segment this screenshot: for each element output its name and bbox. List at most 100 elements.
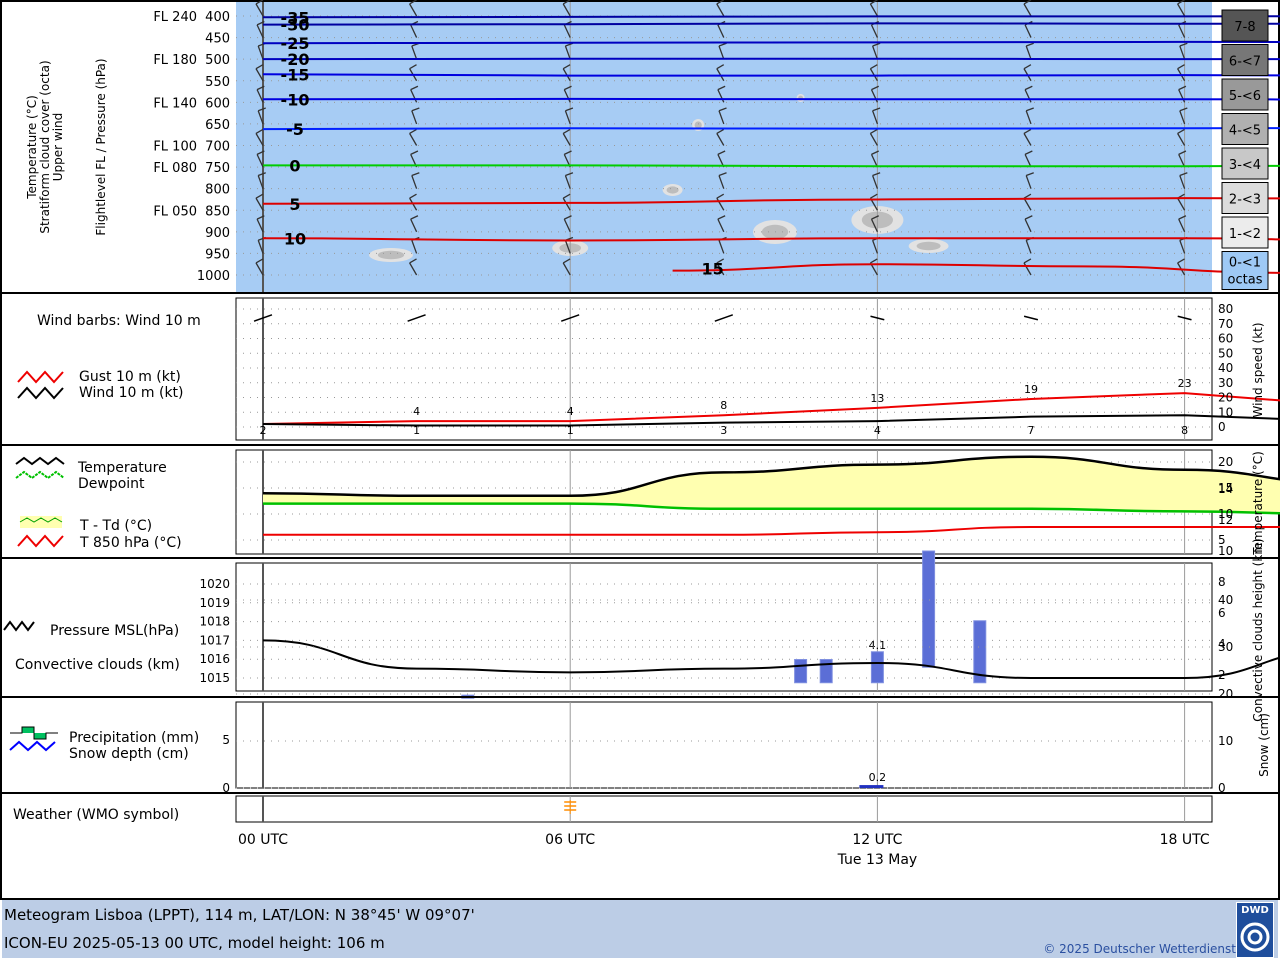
wind-barb-flag	[255, 193, 264, 199]
wind-barb	[1177, 133, 1186, 146]
wind-barb-flag	[870, 193, 878, 199]
wind-barb-flag	[1178, 150, 1187, 155]
cloud-scale-label: 4-<5	[1229, 124, 1261, 139]
wind-barb-flag	[718, 107, 727, 112]
convective-cloud-bar	[819, 659, 833, 684]
wind-barb	[563, 218, 571, 233]
wind-barb	[716, 262, 725, 276]
wind-barb-flag	[1177, 64, 1185, 70]
cloud-scale-label: 0-<1	[1229, 256, 1261, 271]
wind-barb-flag	[716, 258, 725, 264]
temperature-legend-label: Temperature	[77, 460, 167, 476]
isotherm-line	[263, 164, 1280, 168]
meteogram-title: Meteogram Lisboa (LPPT), 114 m, LAT/LON:…	[4, 906, 475, 924]
temperature-plot	[262, 455, 1280, 536]
pressure-label: 800	[205, 183, 230, 198]
wind-barb	[257, 110, 264, 125]
wind-barb-flag	[1179, 42, 1188, 47]
wind-barb-flag	[871, 215, 880, 220]
isotherm-label: -30	[281, 16, 310, 35]
wind-barb	[1179, 175, 1186, 189]
wind-barb-flag	[256, 20, 265, 26]
wind-barb-flag	[257, 172, 266, 177]
wind-barb	[1179, 240, 1186, 254]
tdiff-area	[263, 456, 1280, 514]
wind-barb	[255, 133, 264, 146]
wind-barb	[563, 24, 571, 38]
pressure-y-tick: 1015	[199, 671, 230, 685]
wind-barb-flag	[1024, 85, 1033, 91]
wind-barb	[716, 3, 725, 17]
wind-barb-10m	[1177, 315, 1192, 321]
wind-barb	[1177, 3, 1186, 17]
dewpoint-legend-label: Dewpoint	[78, 476, 145, 492]
wind-barb	[1179, 45, 1186, 60]
wind-barb-flag	[1023, 193, 1032, 199]
gust-value-label: 19	[1024, 383, 1038, 396]
snow-legend-swatch	[9, 740, 56, 752]
dwd-logo[interactable]: DWD	[1236, 902, 1274, 958]
temperature-y-tick: 15	[1218, 481, 1233, 495]
wind-barb	[562, 197, 571, 211]
wind-barb-flag	[718, 42, 727, 47]
wind-barbs-title: Wind barbs: Wind 10 m	[37, 313, 201, 329]
temperature-ylabel: Temperature (°C)	[1251, 451, 1265, 556]
wind-barb-flag	[872, 42, 881, 47]
wind-barb	[869, 3, 878, 17]
wind-barb	[1023, 3, 1032, 17]
wind-value-label: 1	[567, 424, 574, 437]
wind-barb	[411, 45, 418, 60]
wind-barb-flag	[255, 128, 264, 134]
convective-y-tick: 10	[1218, 544, 1233, 558]
precipitation-panel: 0.2 Precipitation (mm) Snow depth (cm) 0…	[9, 593, 1271, 795]
wind-barb	[257, 175, 264, 189]
precipitation-plot: 0.2	[859, 771, 886, 789]
gust-line	[262, 392, 1280, 426]
wind-barb	[1025, 240, 1032, 254]
dwd-logo-text: DWD	[1241, 905, 1269, 916]
wind-barb	[256, 218, 264, 233]
isotherm-label: -20	[281, 50, 310, 69]
wind-barb-flag	[409, 258, 417, 264]
temperature-legend-swatch	[15, 456, 65, 466]
wind-barb-flag	[716, 64, 725, 70]
flight-level-label: FL 100	[153, 140, 197, 155]
pressure-label: 750	[205, 161, 230, 176]
convective-y-tick: 6	[1218, 606, 1226, 620]
wind-barb-flag	[1024, 150, 1033, 155]
wind-barb	[872, 45, 879, 60]
wind-y-tick: 40	[1218, 361, 1233, 375]
wind-line	[262, 414, 1280, 427]
wind-barb	[1025, 110, 1032, 125]
copyright: © 2025 Deutscher Wetterdienst	[1043, 942, 1236, 956]
wind-barb-flag	[716, 193, 725, 199]
model-run: ICON-EU 2025-05-13 00 UTC, model height:…	[4, 934, 385, 952]
snow-y-tick: 20	[1218, 687, 1233, 701]
flight-level-labels: FL 240 FL 180 FL 140 FL 100 FL 080 FL 050	[153, 10, 197, 219]
isotherm-line	[672, 263, 1280, 274]
wind-value-labels: 4481319231574513172223161010122224252622…	[260, 377, 1192, 437]
convective-cloud-bar	[973, 620, 987, 684]
pressure-y-tick: 1018	[199, 615, 230, 629]
wind-barb	[718, 240, 725, 254]
wind-barb-flag	[562, 193, 571, 199]
wind-barb	[718, 175, 725, 189]
precipitation-y-tick: 5	[222, 733, 230, 747]
isotherm-label: -35	[281, 8, 310, 27]
wind-barb	[1178, 218, 1186, 233]
wind-barb-flag	[562, 64, 571, 70]
wind-barb	[1024, 218, 1032, 233]
wind-barb-flag	[410, 85, 419, 91]
wind-barb-flag	[409, 64, 417, 70]
pressure-label: 700	[205, 140, 230, 155]
wind-barb	[716, 197, 725, 211]
isotherm-line	[262, 73, 1280, 77]
dewpoint-legend-swatch	[15, 470, 65, 480]
temperature-y-tick: 10	[1218, 507, 1233, 521]
isotherm-line	[262, 127, 1280, 131]
convective-y-tick: 4	[1218, 637, 1226, 651]
wind-barb-10m	[253, 314, 273, 322]
wind-barb-flag	[1178, 85, 1187, 91]
